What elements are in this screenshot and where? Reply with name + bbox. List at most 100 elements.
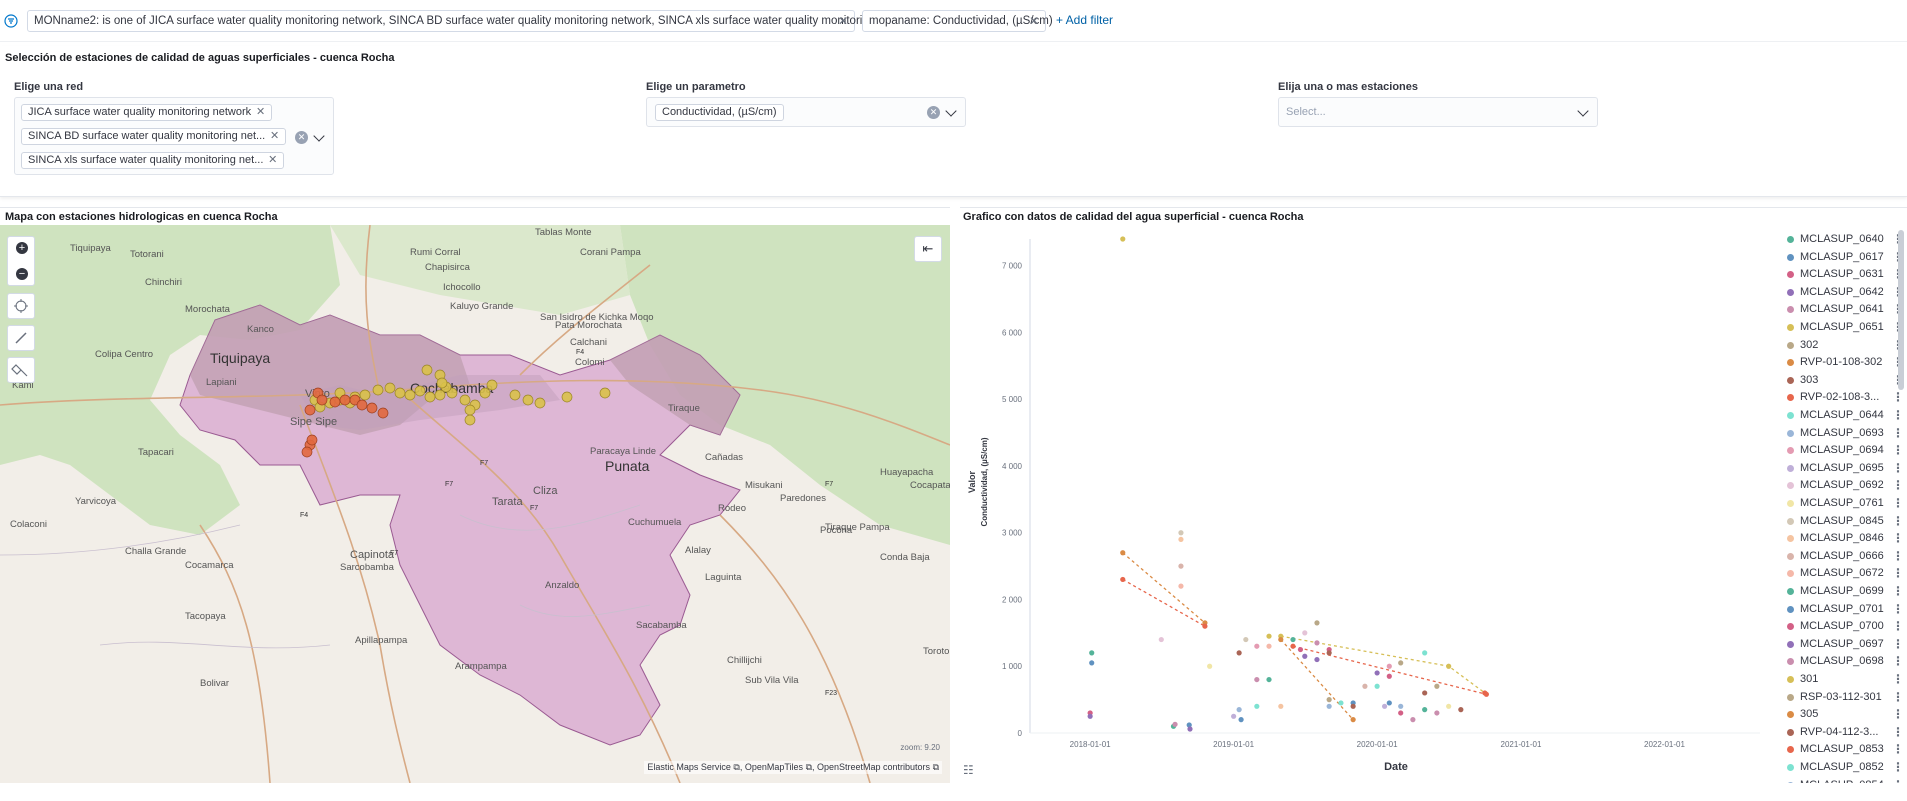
data-point[interactable] xyxy=(1422,650,1428,656)
legend-toggle-icon[interactable]: ☷ xyxy=(963,763,974,777)
data-point[interactable] xyxy=(1314,640,1320,646)
draw-tools-button[interactable] xyxy=(7,357,35,383)
data-point[interactable] xyxy=(1254,676,1260,683)
data-point[interactable] xyxy=(1374,683,1380,689)
data-point[interactable] xyxy=(1207,663,1213,669)
data-point[interactable] xyxy=(1458,707,1464,713)
station-marker[interactable] xyxy=(414,385,426,397)
attribution-link[interactable]: OpenMapTiles xyxy=(744,762,804,772)
data-point[interactable] xyxy=(1238,717,1244,723)
data-point[interactable] xyxy=(1422,707,1428,713)
data-point[interactable] xyxy=(1186,722,1192,728)
station-marker[interactable] xyxy=(356,399,368,411)
stations-combobox[interactable]: Select... xyxy=(1278,97,1598,127)
legend-menu-icon[interactable]: ⋮ xyxy=(1892,672,1901,686)
legend-menu-icon[interactable]: ⋮ xyxy=(1892,777,1901,783)
legend-menu-icon[interactable]: ⋮ xyxy=(1892,337,1901,352)
measure-button[interactable] xyxy=(7,325,35,351)
data-point[interactable] xyxy=(1410,717,1416,723)
close-icon[interactable]: ✕ xyxy=(268,154,278,166)
station-marker[interactable] xyxy=(464,414,476,426)
parameter-combobox[interactable]: Conductividad, (µS/cm) ✕ xyxy=(646,97,966,127)
station-marker[interactable] xyxy=(304,404,316,416)
data-point[interactable] xyxy=(1158,636,1164,643)
data-point[interactable] xyxy=(1202,623,1208,629)
filter-pill-parameter[interactable]: mopaname: Conductividad, (µS/cm) ✕ xyxy=(862,10,1053,32)
legend-menu-icon[interactable]: ⋮ xyxy=(1892,531,1901,546)
station-marker[interactable] xyxy=(434,389,446,401)
data-point[interactable] xyxy=(1266,676,1272,683)
data-point[interactable] xyxy=(1434,710,1440,716)
station-marker[interactable] xyxy=(359,389,371,401)
data-point[interactable] xyxy=(1172,721,1178,727)
station-marker[interactable] xyxy=(509,389,521,401)
close-icon[interactable]: ✕ xyxy=(270,130,280,142)
legend-menu-icon[interactable]: ⋮ xyxy=(1892,267,1901,282)
chevron-down-icon[interactable] xyxy=(313,130,325,142)
station-marker[interactable] xyxy=(534,397,546,409)
data-point[interactable] xyxy=(1446,663,1452,669)
legend-menu-icon[interactable]: ⋮ xyxy=(1892,478,1901,493)
zoom-out-icon[interactable]: − xyxy=(16,268,28,280)
data-point[interactable] xyxy=(1278,703,1284,709)
legend-menu-icon[interactable]: ⋮ xyxy=(1892,284,1901,299)
station-marker[interactable] xyxy=(479,387,491,399)
data-point[interactable] xyxy=(1120,576,1126,583)
data-point[interactable] xyxy=(1120,550,1126,556)
station-marker[interactable] xyxy=(372,384,384,396)
data-point[interactable] xyxy=(1290,643,1296,649)
legend-menu-icon[interactable]: ⋮ xyxy=(1892,408,1901,422)
data-point[interactable] xyxy=(1297,646,1304,653)
zoom-in-icon[interactable]: + xyxy=(16,242,28,254)
station-marker[interactable] xyxy=(421,364,433,376)
data-point[interactable] xyxy=(1187,726,1193,732)
chart-svg[interactable]: 0 1 000 2 000 3 000 4 000 5 000 6 000 7 000 201… xyxy=(960,225,1900,785)
clear-icon[interactable]: ✕ xyxy=(927,106,940,119)
close-icon[interactable]: ✕ xyxy=(1028,14,1039,28)
station-marker[interactable] xyxy=(424,391,436,403)
filter-icon[interactable] xyxy=(4,14,18,28)
data-point[interactable] xyxy=(1120,236,1126,242)
data-point[interactable] xyxy=(1266,633,1272,639)
legend-menu-icon[interactable]: ⋮ xyxy=(1892,584,1901,598)
legend-menu-icon[interactable]: ⋮ xyxy=(1892,320,1901,334)
legend-menu-icon[interactable]: ⋮ xyxy=(1892,548,1901,563)
data-point[interactable] xyxy=(1386,673,1392,679)
legend-menu-icon[interactable]: ⋮ xyxy=(1892,654,1901,669)
layer-control-toggle-icon[interactable]: ⇤ xyxy=(914,236,942,262)
data-point[interactable] xyxy=(1350,717,1356,723)
data-point[interactable] xyxy=(1087,713,1093,719)
filter-pill-network[interactable]: MONname2: is one of JICA surface water q… xyxy=(27,10,919,32)
legend-menu-icon[interactable]: ⋮ xyxy=(1892,742,1901,757)
legend-menu-icon[interactable]: ⋮ xyxy=(1892,249,1901,264)
data-point[interactable] xyxy=(1446,703,1452,709)
data-point[interactable] xyxy=(1278,636,1284,643)
legend-menu-icon[interactable]: ⋮ xyxy=(1892,443,1901,458)
data-point[interactable] xyxy=(1386,663,1392,669)
station-marker[interactable] xyxy=(404,389,416,401)
data-point[interactable] xyxy=(1089,660,1095,666)
data-point[interactable] xyxy=(1326,697,1332,703)
close-icon[interactable]: ✕ xyxy=(255,106,266,118)
attribution-link[interactable]: OpenStreetMap contributors xyxy=(817,762,931,772)
data-point[interactable] xyxy=(1302,630,1308,636)
legend-menu-icon[interactable]: ⋮ xyxy=(1892,760,1901,774)
legend-menu-icon[interactable]: ⋮ xyxy=(1892,390,1901,405)
station-marker[interactable] xyxy=(459,394,471,406)
legend-menu-icon[interactable]: ⋮ xyxy=(1892,707,1901,722)
close-icon[interactable]: ✕ xyxy=(837,14,848,28)
station-marker[interactable] xyxy=(561,391,573,403)
data-point[interactable] xyxy=(1236,707,1242,713)
legend-menu-icon[interactable]: ⋮ xyxy=(1892,513,1901,528)
legend-menu-icon[interactable]: ⋮ xyxy=(1892,601,1901,616)
data-point[interactable] xyxy=(1254,643,1260,649)
legend-menu-icon[interactable]: ⋮ xyxy=(1892,636,1901,651)
data-point[interactable] xyxy=(1266,643,1272,649)
legend-menu-icon[interactable]: ⋮ xyxy=(1892,302,1901,317)
legend-scrollbar[interactable] xyxy=(1898,230,1904,390)
chevron-down-icon[interactable] xyxy=(1577,105,1589,117)
legend-menu-icon[interactable]: ⋮ xyxy=(1892,425,1901,440)
data-point[interactable] xyxy=(1374,670,1380,676)
data-point[interactable] xyxy=(1236,650,1242,656)
station-marker[interactable] xyxy=(464,404,476,416)
